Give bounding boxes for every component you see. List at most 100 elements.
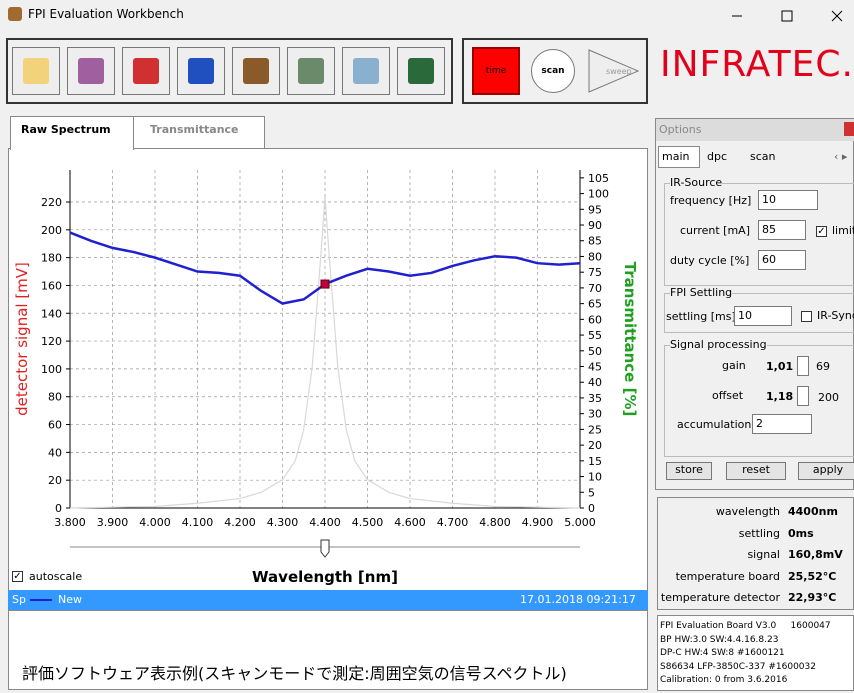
y-tick-label: 180	[41, 252, 62, 265]
accumulation-input[interactable]: 2	[752, 414, 812, 434]
legend-swatch	[30, 599, 52, 601]
y-tick-label: 0	[55, 502, 62, 515]
y-tick-label: 80	[48, 391, 62, 404]
status-series: New	[58, 593, 82, 606]
gain-raw: 69	[816, 360, 830, 373]
tool-icon	[243, 58, 269, 84]
spinner[interactable]	[797, 356, 809, 376]
y2-tick-label: 35	[588, 392, 602, 405]
tool-button[interactable]	[232, 47, 280, 95]
time-button[interactable]: time	[472, 47, 520, 95]
spinner[interactable]	[797, 386, 809, 406]
x-tick-label: 5.000	[564, 516, 596, 529]
readout-value: 22,93°C	[788, 591, 837, 604]
readout-value: 0ms	[788, 526, 814, 540]
y2-tick-label: 25	[588, 423, 602, 436]
board-info-line: Calibration: 0 from 3.6.2016	[660, 675, 788, 685]
y2-tick-label: 70	[588, 282, 602, 295]
logo: INFRATEC.	[660, 44, 854, 85]
sync-checkbox[interactable]	[801, 311, 812, 322]
readout-label: wavelength	[715, 505, 780, 518]
options-title: Options	[656, 119, 854, 141]
tool-button[interactable]	[122, 47, 170, 95]
group-box	[664, 293, 854, 333]
x-tick-label: 3.800	[54, 516, 86, 529]
tool-icon	[23, 58, 49, 84]
cursor-marker	[320, 279, 330, 289]
y2-tick-label: 0	[588, 502, 595, 515]
y2-tick-label: 10	[588, 471, 602, 484]
x-tick-label: 4.400	[309, 516, 341, 529]
tab-active[interactable]: Raw Spectrum	[10, 116, 134, 150]
y2-tick-label: 90	[588, 219, 602, 232]
y-tick-label: 220	[41, 196, 62, 209]
board-info-line: FPI Evaluation Board V3.0 1600047	[660, 621, 831, 631]
tool-button[interactable]	[287, 47, 335, 95]
slider-knob[interactable]	[320, 539, 330, 558]
options-tab[interactable]: dpc	[707, 150, 728, 163]
autoscale-checkbox[interactable]: ✓	[12, 571, 23, 582]
y-tick-label: 100	[41, 363, 62, 376]
tool-button[interactable]	[342, 47, 390, 95]
tab-scroll[interactable]: ‹ ▸	[834, 150, 848, 163]
tab[interactable]: Transmittance	[133, 116, 265, 149]
group-box	[664, 183, 854, 286]
x-tick-label: 4.200	[224, 516, 256, 529]
field-label: gain	[722, 359, 746, 372]
tool-button[interactable]	[12, 47, 60, 95]
app-icon	[8, 7, 22, 21]
tool-button[interactable]	[67, 47, 115, 95]
group-title: FPI Settling	[670, 286, 733, 299]
y-tick-label: 200	[41, 224, 62, 237]
y2-tick-label: 60	[588, 313, 602, 326]
y-axis-label: detector signal [mV]	[13, 262, 31, 416]
store-button[interactable]: store	[666, 462, 712, 480]
tool-icon	[133, 58, 159, 84]
readout-label: temperature board	[675, 569, 780, 583]
x-tick-label: 3.900	[97, 516, 129, 529]
autoscale-label: autoscale	[29, 570, 83, 583]
x-tick-label: 4.100	[182, 516, 214, 529]
y2-tick-label: 30	[588, 408, 602, 421]
close-button[interactable]	[844, 122, 854, 136]
x-tick-label: 4.800	[479, 516, 511, 529]
reset-button[interactable]: reset	[726, 462, 786, 480]
x-axis-label: Wavelength [nm]	[252, 568, 398, 586]
y2-tick-label: 80	[588, 250, 602, 263]
settling-input[interactable]: 10	[734, 306, 792, 326]
duty-input[interactable]: 60	[758, 250, 806, 270]
y2-tick-label: 50	[588, 345, 602, 358]
checkbox-label: limit	[832, 224, 854, 237]
scan-button[interactable]: scan	[531, 49, 575, 93]
x-tick-label: 4.300	[267, 516, 299, 529]
series-line	[69, 196, 581, 509]
options-tab-active[interactable]: main	[658, 146, 700, 168]
y2-tick-label: 40	[588, 376, 602, 389]
offset-value: 1,18	[766, 390, 794, 403]
current-input[interactable]: 85	[758, 220, 806, 240]
sweep-button[interactable]: sweep	[586, 47, 642, 95]
window-controls[interactable]	[720, 6, 854, 26]
options-tab[interactable]: scan	[750, 150, 776, 163]
field-label: settling [ms]	[666, 310, 736, 323]
x-tick-label: 4.900	[522, 516, 554, 529]
y2-tick-label: 85	[588, 235, 602, 248]
board-info-panel	[657, 615, 854, 691]
board-info-line: DP-C HW:4 SW:8 #1600121	[660, 648, 785, 658]
status-name: Sp	[12, 593, 26, 606]
readout-value: 160,8mV	[788, 548, 843, 561]
x-tick-label: 4.600	[394, 516, 426, 529]
field-label: frequency [Hz]	[670, 194, 752, 207]
apply-button[interactable]: apply	[798, 462, 854, 480]
tool-button[interactable]	[397, 47, 445, 95]
gain-value: 1,01	[766, 360, 794, 373]
frequency-select[interactable]: 10	[758, 190, 818, 210]
readout-value: 25,52°C	[788, 569, 837, 583]
y-tick-label: 140	[41, 307, 62, 320]
readout-label: temperature detector	[660, 591, 780, 604]
tool-button[interactable]	[177, 47, 225, 95]
tool-icon	[408, 58, 434, 84]
y2-tick-label: 105	[588, 172, 609, 185]
sweep-label: sweep	[606, 67, 632, 76]
limit-checkbox[interactable]: ✓	[816, 226, 827, 237]
